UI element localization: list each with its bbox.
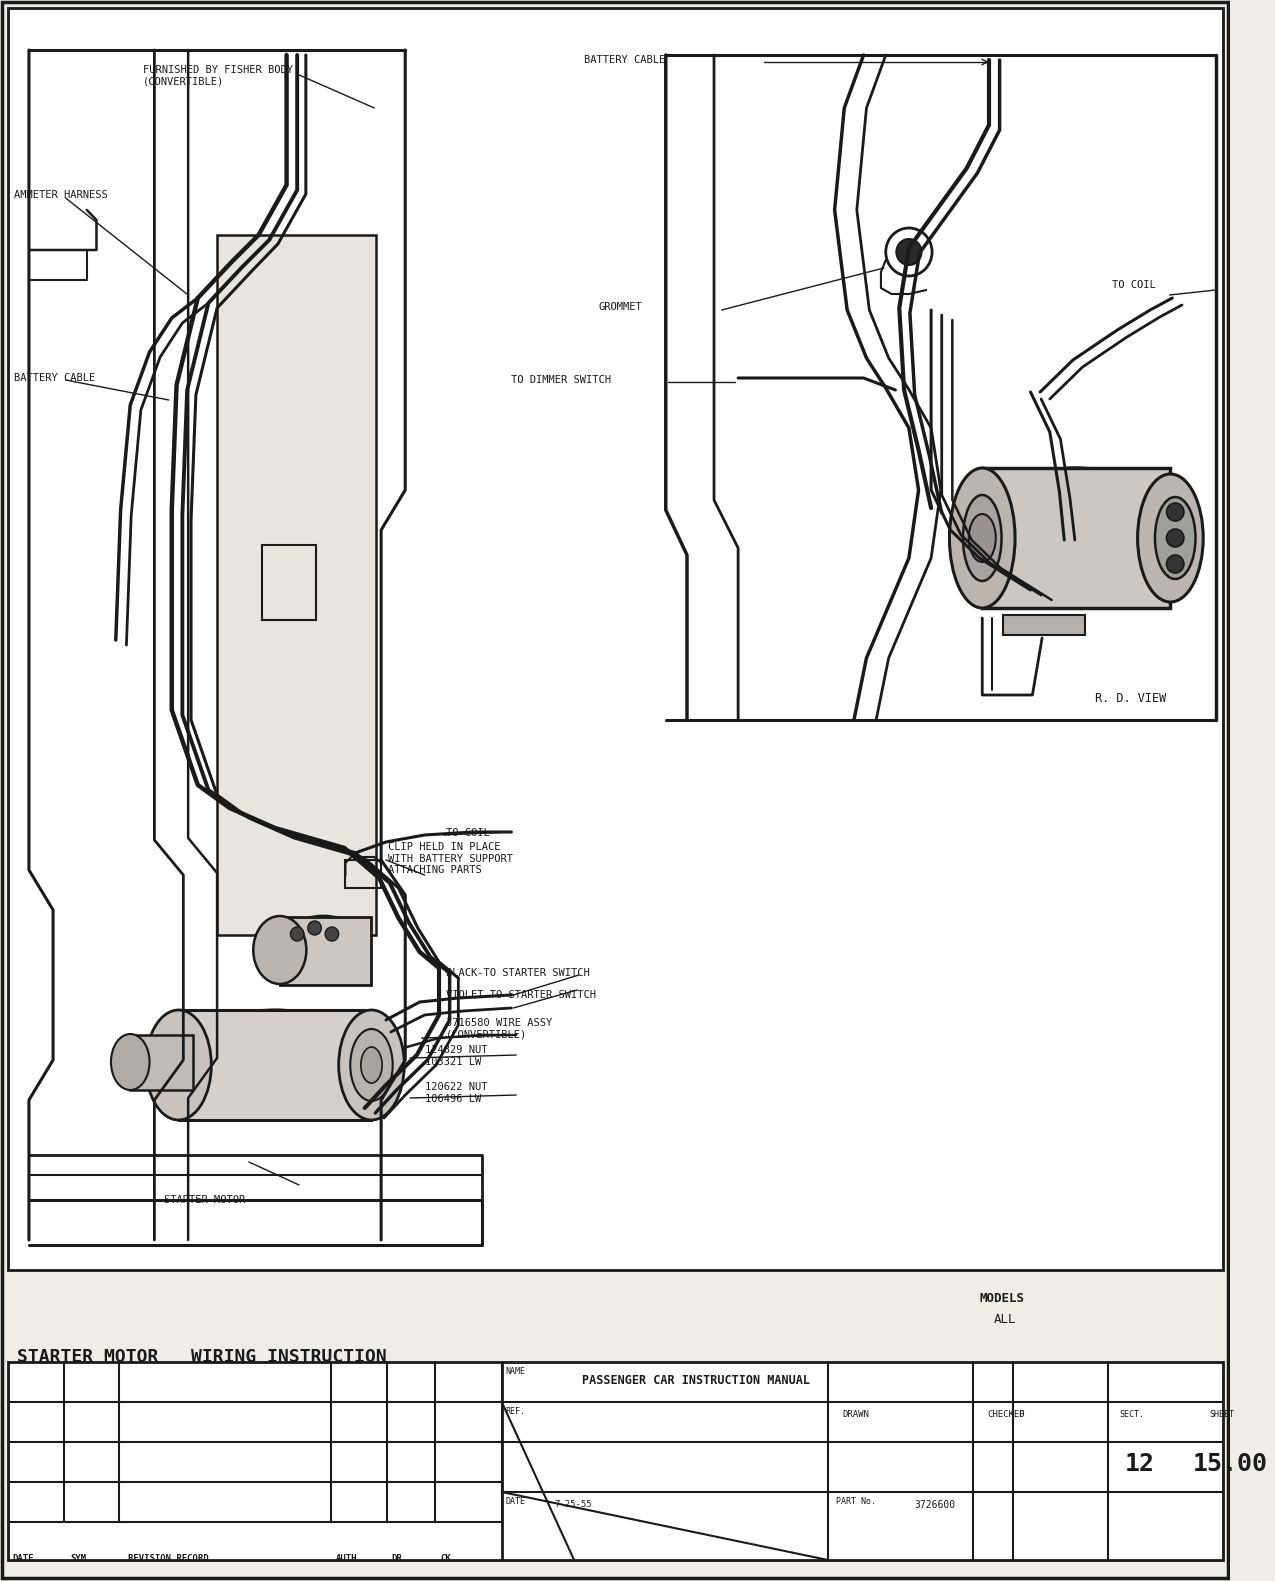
Circle shape: [325, 926, 339, 941]
Ellipse shape: [111, 1034, 149, 1089]
Text: AMMETER HARNESS: AMMETER HARNESS: [14, 190, 108, 201]
Ellipse shape: [969, 514, 996, 561]
Text: BLACK-TO STARTER SWITCH: BLACK-TO STARTER SWITCH: [446, 968, 589, 979]
Text: REVISION RECORD: REVISION RECORD: [129, 1554, 209, 1564]
Text: PASSENGER CAR INSTRUCTION MANUAL: PASSENGER CAR INSTRUCTION MANUAL: [581, 1374, 810, 1387]
Text: SECT.: SECT.: [1119, 1410, 1144, 1420]
Text: NAME: NAME: [506, 1368, 525, 1375]
Text: STARTER MOTOR   WIRING INSTRUCTION: STARTER MOTOR WIRING INSTRUCTION: [18, 1349, 388, 1366]
Text: 15.00: 15.00: [1192, 1451, 1267, 1477]
Text: BATTERY CABLE: BATTERY CABLE: [14, 373, 96, 383]
Ellipse shape: [339, 1010, 404, 1119]
Bar: [279, 917, 371, 985]
Ellipse shape: [179, 1010, 371, 1119]
Text: GROMMET: GROMMET: [598, 302, 643, 311]
Text: 3726600: 3726600: [914, 1500, 956, 1510]
Text: CHECKED: CHECKED: [987, 1410, 1025, 1420]
Bar: [1003, 615, 1085, 636]
Ellipse shape: [145, 1010, 212, 1119]
Circle shape: [1167, 530, 1184, 547]
Circle shape: [1167, 555, 1184, 572]
Text: SHEET: SHEET: [1209, 1410, 1234, 1420]
Text: ALL: ALL: [993, 1312, 1016, 1326]
Circle shape: [307, 922, 321, 934]
Text: VIOLET-TO STARTER SWITCH: VIOLET-TO STARTER SWITCH: [446, 990, 595, 1001]
Text: DRAWN: DRAWN: [843, 1410, 870, 1420]
Text: CK.: CK.: [440, 1554, 456, 1564]
Text: FURNISHED BY FISHER BODY
(CONVERTIBLE): FURNISHED BY FISHER BODY (CONVERTIBLE): [143, 65, 293, 87]
Text: STARTER MOTOR: STARTER MOTOR: [164, 1195, 245, 1205]
Bar: [8, 8, 1223, 1270]
Text: MODELS: MODELS: [979, 1292, 1024, 1304]
Ellipse shape: [950, 468, 1015, 609]
Ellipse shape: [361, 1047, 382, 1083]
Text: DR.: DR.: [391, 1554, 408, 1564]
Circle shape: [1167, 503, 1184, 522]
Circle shape: [886, 228, 932, 277]
Ellipse shape: [254, 915, 306, 983]
Text: DATE: DATE: [506, 1497, 525, 1507]
Bar: [982, 468, 1170, 609]
Text: TO DIMMER SWITCH: TO DIMMER SWITCH: [511, 375, 612, 386]
Text: PART No.: PART No.: [835, 1497, 876, 1507]
Bar: [130, 1036, 193, 1089]
Text: BATTERY CABLE: BATTERY CABLE: [584, 55, 666, 65]
Text: 3716580 WIRE ASSY
(CONVERTIBLE): 3716580 WIRE ASSY (CONVERTIBLE): [446, 1018, 552, 1040]
Text: 7-25-55: 7-25-55: [555, 1500, 593, 1508]
Bar: [8, 1361, 1223, 1560]
Text: F: F: [1019, 1410, 1024, 1420]
Ellipse shape: [1155, 496, 1196, 579]
Text: 124829 NUT
103321 LW: 124829 NUT 103321 LW: [425, 1045, 487, 1067]
Bar: [346, 860, 381, 889]
Text: TO COIL: TO COIL: [1112, 280, 1155, 289]
Ellipse shape: [278, 915, 368, 983]
Circle shape: [291, 926, 303, 941]
Text: SYM.: SYM.: [70, 1554, 92, 1564]
Ellipse shape: [351, 1029, 393, 1100]
Text: CLIP HELD IN PLACE
WITH BATTERY SUPPORT
ATTACHING PARTS: CLIP HELD IN PLACE WITH BATTERY SUPPORT …: [388, 843, 513, 876]
Bar: [263, 545, 315, 620]
Text: R. D. VIEW: R. D. VIEW: [1095, 692, 1167, 705]
Ellipse shape: [982, 468, 1170, 609]
Text: 120622 NUT
106496 LW: 120622 NUT 106496 LW: [425, 1081, 487, 1104]
Ellipse shape: [1137, 474, 1204, 602]
Ellipse shape: [963, 495, 1002, 580]
Bar: [217, 236, 376, 934]
Text: TO COIL: TO COIL: [446, 828, 490, 838]
Bar: [179, 1010, 371, 1119]
Text: DATE: DATE: [13, 1554, 34, 1564]
Text: AUTH.: AUTH.: [335, 1554, 362, 1564]
Text: REF.: REF.: [506, 1407, 525, 1417]
Text: 12: 12: [1125, 1451, 1155, 1477]
Circle shape: [896, 239, 922, 266]
